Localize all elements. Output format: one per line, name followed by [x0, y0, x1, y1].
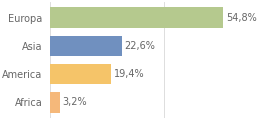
Bar	[50, 64, 111, 84]
Text: 19,4%: 19,4%	[114, 69, 144, 79]
Bar	[50, 36, 122, 56]
Text: 22,6%: 22,6%	[124, 41, 155, 51]
Text: 54,8%: 54,8%	[226, 13, 257, 23]
Bar	[50, 7, 223, 28]
Text: 3,2%: 3,2%	[63, 97, 87, 107]
Bar	[50, 92, 60, 113]
